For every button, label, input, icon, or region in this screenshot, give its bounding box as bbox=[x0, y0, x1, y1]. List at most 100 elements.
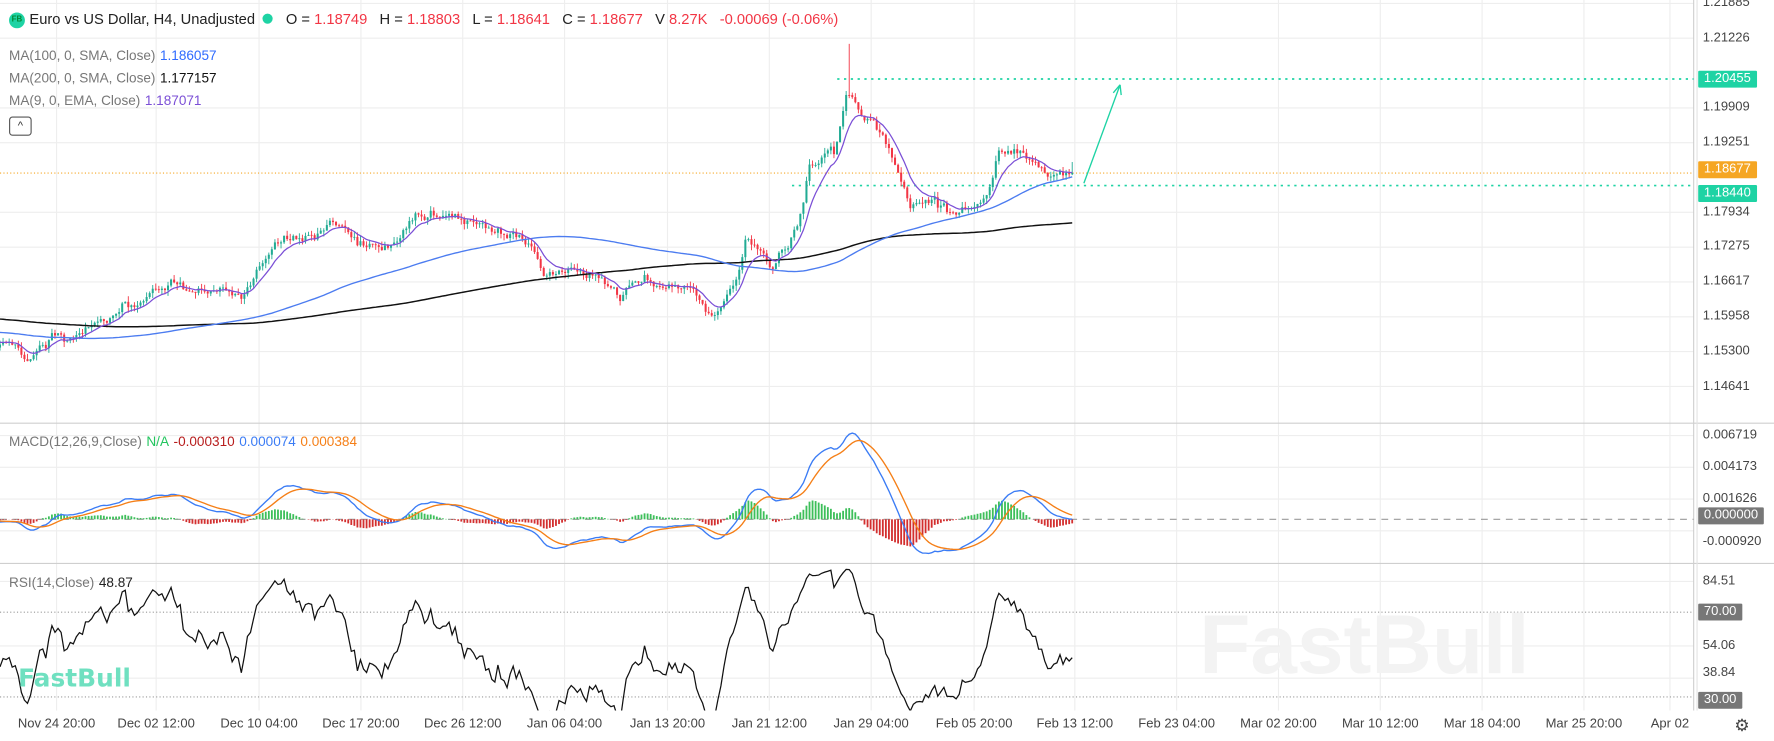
candle-body bbox=[799, 214, 801, 227]
macd-histogram-bar bbox=[280, 510, 282, 519]
macd-histogram-bar bbox=[207, 519, 209, 524]
candle-body bbox=[341, 225, 343, 226]
macd-histogram-bar bbox=[1035, 519, 1037, 521]
candle-body bbox=[909, 198, 911, 208]
macd-histogram-bar bbox=[680, 518, 682, 519]
collapse-legend-button[interactable]: ^ bbox=[9, 117, 32, 136]
macd-histogram-bar bbox=[711, 519, 713, 525]
macd-histogram-bar bbox=[204, 519, 206, 524]
macd-histogram-bar bbox=[466, 519, 468, 523]
macd-histogram-bar bbox=[143, 518, 145, 519]
candle-body bbox=[882, 132, 884, 134]
settings-gear-icon[interactable]: ⚙ bbox=[1734, 715, 1749, 735]
time-axis-label: Feb 13 12:00 bbox=[1036, 717, 1113, 731]
candle-body bbox=[497, 228, 499, 233]
macd-tick-label: 0.001626 bbox=[1703, 492, 1757, 507]
candle-body bbox=[1001, 151, 1003, 152]
candle-body bbox=[280, 242, 282, 243]
candle-body bbox=[158, 289, 160, 290]
candle-body bbox=[1010, 151, 1012, 154]
macd-histogram-bar bbox=[1041, 519, 1043, 524]
candle-body bbox=[1056, 174, 1058, 175]
candle-body bbox=[585, 275, 587, 278]
candle-body bbox=[619, 295, 621, 301]
macd-histogram-bar bbox=[757, 506, 759, 520]
candle-body bbox=[509, 234, 511, 238]
macd-histogram-bar bbox=[693, 518, 695, 519]
legend-ma200[interactable]: MA(200, 0, SMA, Close)1.177157 bbox=[9, 70, 221, 86]
macd-histogram-bar bbox=[436, 517, 438, 520]
macd-histogram-bar bbox=[760, 508, 762, 519]
macd-histogram-bar bbox=[983, 512, 985, 519]
macd-histogram-bar bbox=[784, 519, 786, 520]
legend-ma100[interactable]: MA(100, 0, SMA, Close)1.186057 bbox=[9, 48, 221, 64]
candle-body bbox=[408, 221, 410, 229]
candle-body bbox=[873, 119, 875, 120]
candle-body bbox=[753, 245, 755, 246]
ma100-line bbox=[0, 177, 1072, 339]
candle-body bbox=[680, 288, 682, 289]
price-tag: 1.18440 bbox=[1698, 185, 1756, 202]
legend-rsi[interactable]: RSI(14,Close)48.87 bbox=[9, 575, 137, 591]
macd-histogram-bar bbox=[879, 519, 881, 535]
macd-histogram-bar bbox=[253, 518, 255, 519]
volume-value: 8.27K bbox=[669, 10, 707, 27]
candle-body bbox=[42, 345, 44, 346]
candle-body bbox=[659, 286, 661, 287]
candle-body bbox=[1044, 167, 1046, 172]
candle-body bbox=[494, 232, 496, 233]
candle-body bbox=[466, 220, 468, 224]
candle-body bbox=[130, 305, 132, 307]
candle-body bbox=[1016, 149, 1018, 153]
macd-histogram-bar bbox=[940, 519, 942, 523]
macd-histogram-bar bbox=[1019, 510, 1021, 519]
candle-body bbox=[860, 110, 862, 116]
candle-body bbox=[983, 199, 985, 203]
macd-histogram-bar bbox=[986, 511, 988, 519]
macd-histogram-bar bbox=[100, 515, 102, 519]
macd-tick-label: 0.004173 bbox=[1703, 460, 1757, 475]
candle-body bbox=[222, 288, 224, 289]
candle-body bbox=[503, 234, 505, 235]
candle-body bbox=[833, 147, 835, 155]
candle-body bbox=[665, 288, 667, 289]
candle-body bbox=[60, 333, 62, 334]
macd-histogram-bar bbox=[818, 503, 820, 520]
candle-body bbox=[39, 345, 41, 350]
ema9-value: 1.187071 bbox=[145, 93, 202, 109]
macd-histogram-bar bbox=[894, 519, 896, 542]
candle-body bbox=[720, 307, 722, 311]
macd-histogram-bar bbox=[1050, 519, 1052, 527]
macd-line-value: 0.000074 bbox=[239, 433, 296, 449]
candle-body bbox=[729, 289, 731, 295]
candle-body bbox=[885, 135, 887, 144]
candle-body bbox=[271, 249, 273, 254]
close-label: C = bbox=[562, 10, 585, 27]
macd-histogram-bar bbox=[512, 519, 514, 522]
price-tick-label: 1.21226 bbox=[1703, 31, 1750, 46]
macd-histogram-bar bbox=[317, 519, 319, 521]
macd-histogram-bar bbox=[430, 514, 432, 519]
price-tick-label: 1.15300 bbox=[1703, 344, 1750, 359]
macd-histogram-bar bbox=[531, 519, 533, 523]
macd-histogram-bar bbox=[27, 519, 29, 523]
candle-body bbox=[763, 251, 765, 254]
legend-ema9[interactable]: MA(9, 0, EMA, Close)1.187071 bbox=[9, 93, 206, 109]
macd-histogram-bar bbox=[763, 511, 765, 519]
candle-body bbox=[644, 275, 646, 282]
macd-zero-tag: 0.000000 bbox=[1698, 507, 1764, 524]
macd-histogram-bar bbox=[231, 519, 233, 522]
macd-histogram-bar bbox=[201, 519, 203, 523]
symbol-title[interactable]: Euro vs US Dollar, H4, Unadjusted bbox=[29, 10, 255, 27]
macd-histogram-bar bbox=[82, 517, 84, 519]
candle-body bbox=[292, 236, 294, 240]
candle-body bbox=[976, 204, 978, 207]
macd-histogram-bar bbox=[729, 515, 731, 519]
candle-body bbox=[149, 293, 151, 297]
macd-histogram-bar bbox=[870, 519, 872, 529]
candle-body bbox=[540, 259, 542, 268]
candle-body bbox=[109, 318, 111, 323]
macd-histogram-bar bbox=[867, 519, 869, 527]
